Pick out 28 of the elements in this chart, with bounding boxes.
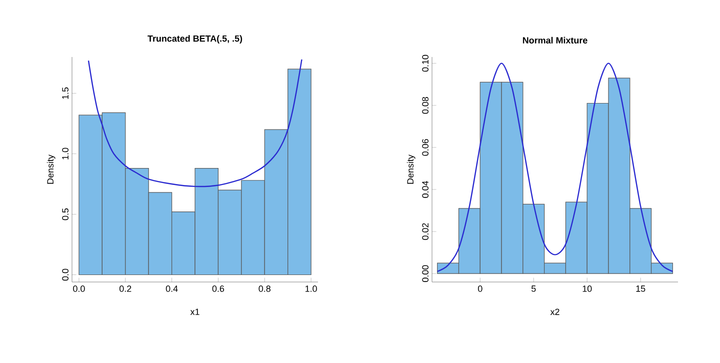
y-tick-label: 0.5 (62, 208, 68, 220)
x-tick-label: 0.8 (258, 286, 270, 292)
x-tick-label: 0 (478, 286, 482, 292)
x-tick-label: 10 (582, 286, 592, 292)
x-tick-label: 0.0 (73, 286, 85, 292)
chart-title: Truncated BETA(.5, .5) (148, 35, 242, 44)
chart-title: Normal Mixture (522, 36, 588, 44)
x-tick-label: 0.6 (212, 286, 224, 292)
y-axis-title: Density (46, 154, 56, 184)
y-tick-label: 0.10 (422, 54, 428, 72)
y-tick-label: 0.08 (422, 97, 428, 114)
x-axis-title: x2 (550, 308, 560, 315)
y-tick-label: 0.04 (422, 181, 428, 198)
x-tick-label: 5 (531, 286, 536, 292)
x-tick-label: 15 (636, 286, 646, 292)
y-axis-title: Density (406, 154, 416, 184)
y-tick-label: 0.0 (62, 268, 68, 281)
y-tick-label: 0.00 (422, 265, 428, 282)
x-axis-title: x1 (190, 308, 200, 315)
y-tick-label: 0.02 (422, 223, 428, 240)
x-tick-label: 1.0 (306, 286, 317, 292)
line-series (436, 62, 674, 272)
y-tick-label: 1.0 (62, 148, 68, 160)
x-tick-label: 0.4 (166, 286, 178, 292)
y-tick-label: 1.5 (62, 87, 68, 99)
x-tick-label: 0.2 (119, 286, 132, 292)
line-series (88, 58, 302, 188)
y-tick-label: 0.06 (422, 139, 428, 156)
